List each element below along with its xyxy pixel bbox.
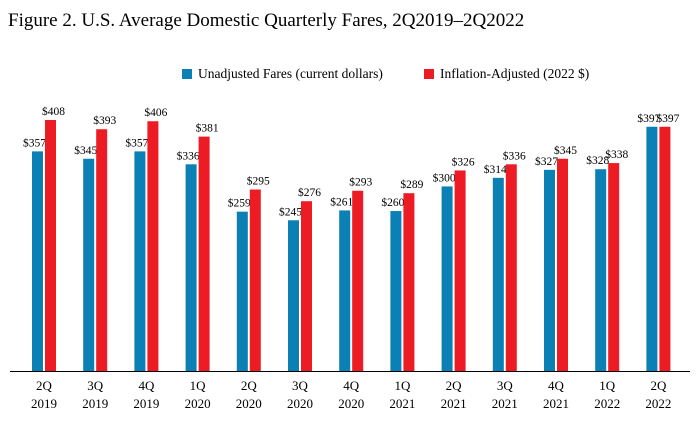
data-label-adjusted: $295 <box>247 175 270 188</box>
data-label-unadjusted: $300 <box>433 171 456 184</box>
x-tick-year: 2020 <box>236 396 262 411</box>
x-tick-year: 2021 <box>441 396 467 411</box>
bar-unadjusted <box>390 211 402 371</box>
bar-unadjusted <box>134 151 146 371</box>
bar-adjusted <box>659 126 671 372</box>
bar-adjusted <box>147 121 159 371</box>
bar-adjusted <box>45 120 56 371</box>
bar-unadjusted <box>544 169 555 371</box>
x-tick-quarter: 2Q <box>36 378 53 393</box>
data-label-adjusted: $289 <box>400 178 423 191</box>
x-tick-quarter: 4Q <box>138 378 155 393</box>
x-tick-year: 2020 <box>287 396 313 411</box>
x-tick-quarter: 3Q <box>497 378 514 393</box>
data-label-unadjusted: $327 <box>535 155 558 168</box>
chart-title: Figure 2. U.S. Average Domestic Quarterl… <box>8 10 525 31</box>
x-tick-quarter: 1Q <box>599 378 616 393</box>
legend-item-unadjusted: Unadjusted Fares (current dollars) <box>182 66 383 82</box>
x-tick-quarter: 2Q <box>650 378 667 393</box>
data-label-adjusted: $397 <box>656 112 679 125</box>
data-label-adjusted: $393 <box>93 114 116 127</box>
x-tick-year: 2019 <box>31 396 57 411</box>
legend-label-adjusted: Inflation-Adjusted (2022 $) <box>440 66 590 81</box>
bar-unadjusted <box>32 151 43 371</box>
legend-swatch-adjusted <box>424 69 434 79</box>
bar-adjusted <box>403 193 415 371</box>
bar-unadjusted <box>83 158 95 371</box>
x-tick-year: 2021 <box>543 396 569 411</box>
data-label-unadjusted: $260 <box>381 196 404 209</box>
data-label-adjusted: $381 <box>196 122 219 135</box>
x-tick-quarter: 2Q <box>446 378 463 393</box>
x-tick-quarter: 2Q <box>241 378 258 393</box>
bar-adjusted <box>198 136 210 371</box>
data-label-adjusted: $338 <box>605 148 628 161</box>
data-label-adjusted: $326 <box>452 155 475 168</box>
bar-unadjusted <box>646 126 658 372</box>
x-tick-year: 2019 <box>82 396 108 411</box>
data-label-adjusted: $276 <box>298 186 321 199</box>
bar-unadjusted <box>288 220 299 371</box>
x-tick-year: 2019 <box>133 396 159 411</box>
x-tick-quarter: 4Q <box>548 378 565 393</box>
bar-unadjusted <box>236 211 248 371</box>
data-label-unadjusted: $345 <box>74 144 97 157</box>
x-tick-quarter: 4Q <box>343 378 360 393</box>
x-tick-year: 2020 <box>185 396 211 411</box>
x-tick-year: 2020 <box>338 396 364 411</box>
data-label-unadjusted: $357 <box>23 136 46 149</box>
legend-item-adjusted: Inflation-Adjusted (2022 $) <box>424 66 589 82</box>
legend-label-unadjusted: Unadjusted Fares (current dollars) <box>198 66 383 81</box>
bar-unadjusted <box>185 164 197 371</box>
data-label-unadjusted: $314 <box>484 163 507 176</box>
x-tick-year: 2022 <box>645 396 671 411</box>
data-label-unadjusted: $336 <box>177 149 200 162</box>
data-label-adjusted: $406 <box>144 106 167 119</box>
data-label-unadjusted: $328 <box>586 154 609 167</box>
x-tick-quarter: 3Q <box>87 378 104 393</box>
bar-adjusted <box>249 189 261 371</box>
data-label-unadjusted: $397 <box>637 112 660 125</box>
bar-adjusted <box>454 170 466 371</box>
x-tick-quarter: 1Q <box>190 378 207 393</box>
bar-adjusted <box>505 164 517 371</box>
data-label-adjusted: $293 <box>349 176 372 189</box>
bar-adjusted <box>301 201 312 371</box>
bar-adjusted <box>557 158 568 371</box>
x-tick-year: 2021 <box>492 396 518 411</box>
bar-unadjusted <box>595 169 607 371</box>
x-tick-year: 2021 <box>389 396 415 411</box>
bar-unadjusted <box>492 177 504 371</box>
data-label-adjusted: $336 <box>503 149 526 162</box>
bar-unadjusted <box>441 186 453 371</box>
data-label-unadjusted: $245 <box>279 205 302 218</box>
x-tick-quarter: 1Q <box>394 378 411 393</box>
bar-adjusted <box>352 190 364 371</box>
bar-adjusted <box>96 129 108 371</box>
data-label-unadjusted: $259 <box>228 197 251 210</box>
x-tick-quarter: 3Q <box>292 378 309 393</box>
data-label-unadjusted: $357 <box>125 136 148 149</box>
bar-unadjusted <box>339 210 351 371</box>
legend-swatch-unadjusted <box>182 69 192 79</box>
x-tick-year: 2022 <box>594 396 620 411</box>
data-label-unadjusted: $261 <box>330 195 353 208</box>
data-label-adjusted: $408 <box>42 105 65 118</box>
data-label-adjusted: $345 <box>554 144 577 157</box>
bar-adjusted <box>608 163 620 371</box>
